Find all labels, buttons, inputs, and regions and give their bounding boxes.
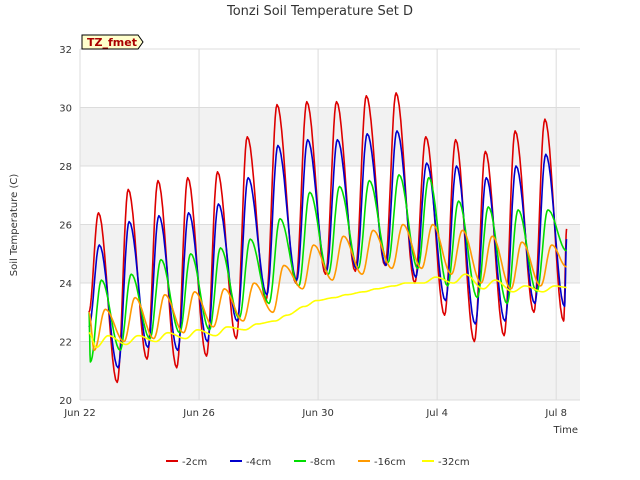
series-layer xyxy=(88,92,568,384)
badge-shape xyxy=(81,34,144,50)
y-tick-label: 24 xyxy=(59,279,72,290)
legend-item: -8cm xyxy=(294,457,335,468)
x-tick-label: Jun 30 xyxy=(301,408,334,419)
legend-label: -16cm xyxy=(374,457,406,468)
legend-label: -2cm xyxy=(182,457,207,468)
legend-label: -4cm xyxy=(246,457,271,468)
x-tick-label: Jul 4 xyxy=(425,408,448,419)
chart-title: Tonzi Soil Temperature Set D xyxy=(226,4,413,19)
x-tick-label: Jun 26 xyxy=(182,408,215,419)
series-line-neg32cm xyxy=(88,273,567,349)
series-line-neg16cm xyxy=(88,223,567,352)
badge-label: TZ_fmet xyxy=(87,36,137,49)
legend-item: -32cm xyxy=(422,457,470,468)
y-tick-label: 20 xyxy=(59,396,72,407)
y-axis-label: Soil Temperature (C) xyxy=(9,174,20,277)
y-tick-label: 22 xyxy=(59,338,72,349)
background-band xyxy=(80,107,580,166)
legend: -2cm -4cm -8cm -16cm -32cm xyxy=(166,457,470,468)
x-tick-label: Jun 22 xyxy=(63,408,96,419)
y-axis-ticks: 20 22 24 26 28 30 32 xyxy=(59,45,72,407)
y-tick-label: 30 xyxy=(59,104,72,115)
gridlines xyxy=(79,48,580,401)
background-band xyxy=(80,341,580,400)
series-line-neg8cm xyxy=(88,174,567,363)
y-tick-label: 26 xyxy=(59,221,72,232)
x-axis-ticks: Jun 22 Jun 26 Jun 30 Jul 4 Jul 8 xyxy=(63,408,567,419)
y-tick-label: 32 xyxy=(59,45,72,56)
x-axis-label: Time xyxy=(553,425,578,436)
x-tick-label: Jul 8 xyxy=(544,408,567,419)
legend-item: -2cm xyxy=(166,457,207,468)
tz-fmet-badge: TZ_fmet xyxy=(81,34,144,50)
legend-item: -16cm xyxy=(358,457,406,468)
legend-label: -8cm xyxy=(310,457,335,468)
y-tick-label: 28 xyxy=(59,162,72,173)
legend-label: -32cm xyxy=(438,457,470,468)
legend-item: -4cm xyxy=(230,457,271,468)
